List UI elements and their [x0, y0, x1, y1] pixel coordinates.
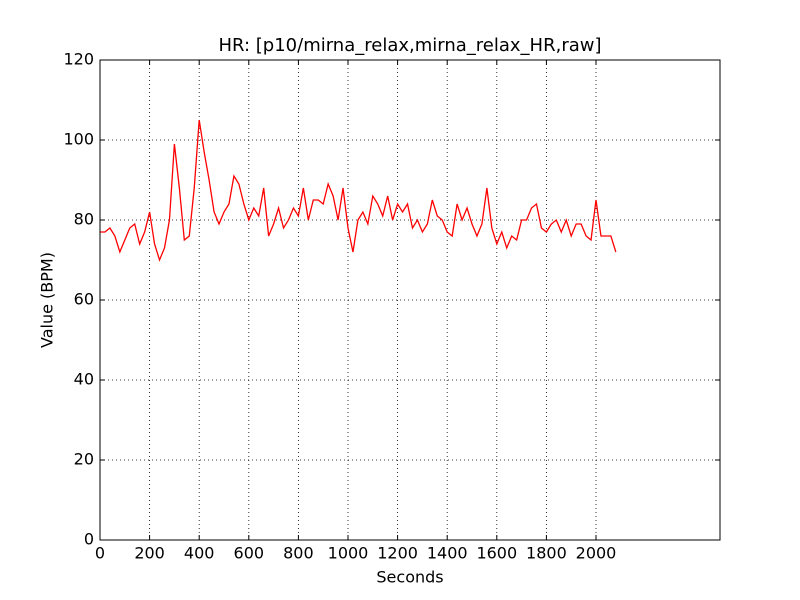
plot-frame — [99, 59, 721, 541]
x-tick-label: 600 — [234, 544, 265, 563]
y-tick-label: 120 — [63, 50, 94, 69]
y-tick-label: 40 — [74, 370, 94, 389]
x-tick-label: 2000 — [576, 544, 617, 563]
x-tick-label: 0 — [95, 544, 105, 563]
x-tick-label: 400 — [184, 544, 215, 563]
x-tick-label: 1600 — [476, 544, 517, 563]
x-tick-label: 800 — [283, 544, 314, 563]
y-tick-label: 0 — [84, 530, 94, 549]
x-tick-label: 1400 — [427, 544, 468, 563]
y-tick-label: 20 — [74, 450, 94, 469]
y-axis-label: Value (BPM) — [38, 252, 57, 348]
x-tick-label: 1000 — [328, 544, 369, 563]
y-tick-label: 100 — [63, 130, 94, 149]
x-axis-label: Seconds — [376, 568, 443, 587]
y-tick-label: 60 — [74, 290, 94, 309]
x-tick-label: 1800 — [526, 544, 567, 563]
chart-title: HR: [p10/mirna_relax,mirna_relax_HR,raw] — [219, 35, 602, 56]
data-line — [100, 119, 617, 262]
x-tick-label: 200 — [134, 544, 165, 563]
x-tick-label: 1200 — [377, 544, 418, 563]
y-tick-label: 80 — [74, 210, 94, 229]
